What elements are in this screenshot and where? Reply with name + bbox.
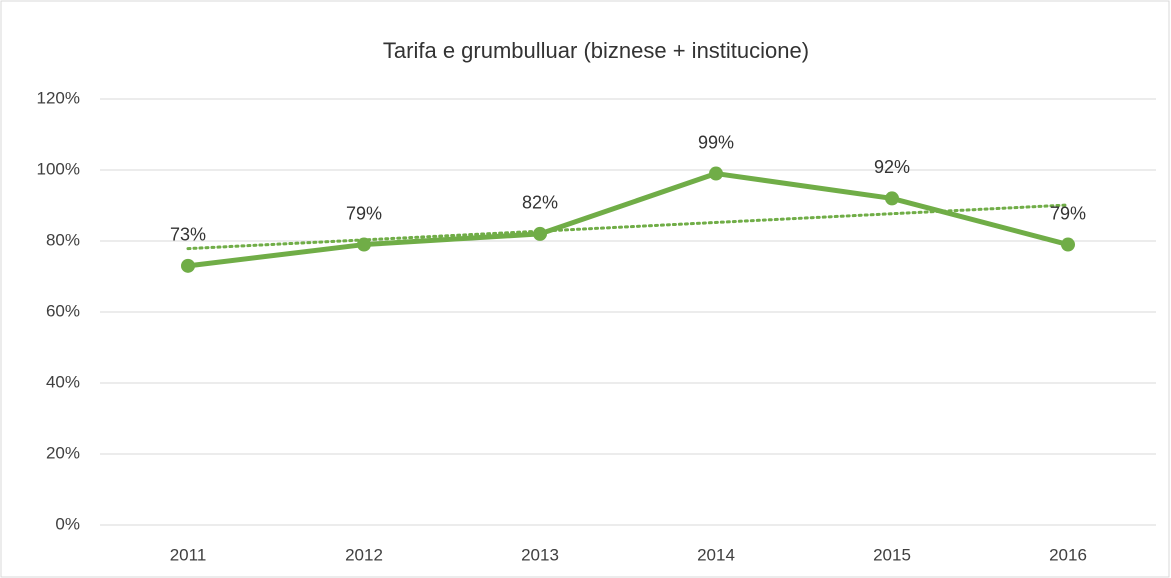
marker [709,166,723,181]
data-label: 82% [522,193,558,213]
chart-title: Tarifa e grumbulluar (biznese + instituc… [383,38,809,63]
x-tick-label: 2016 [1049,545,1087,564]
y-tick-label: 60% [46,301,80,320]
trendline [186,203,1070,251]
data-label: 92% [874,157,910,177]
data-label: 79% [1050,203,1086,223]
y-tick-label: 120% [37,88,80,107]
x-tick-label: 2012 [345,545,383,564]
marker [533,226,547,241]
x-tick-label: 2015 [873,545,911,564]
y-tick-label: 80% [46,230,80,249]
marker [885,191,899,206]
line [187,171,1069,269]
marker [1061,237,1075,252]
y-tick-label: 40% [46,372,80,391]
marker [357,237,371,252]
x-tick-label: 2011 [170,545,207,564]
x-tick-label: 2013 [521,545,559,564]
data-label: 79% [346,203,382,223]
x-tick-label: 2014 [697,545,735,564]
y-tick-label: 100% [37,159,80,178]
y-tick-label: 20% [46,443,80,462]
y-tick-label: 0% [55,514,80,533]
data-label: 73% [170,225,206,245]
data-label: 99% [698,132,734,152]
marker [181,258,195,273]
